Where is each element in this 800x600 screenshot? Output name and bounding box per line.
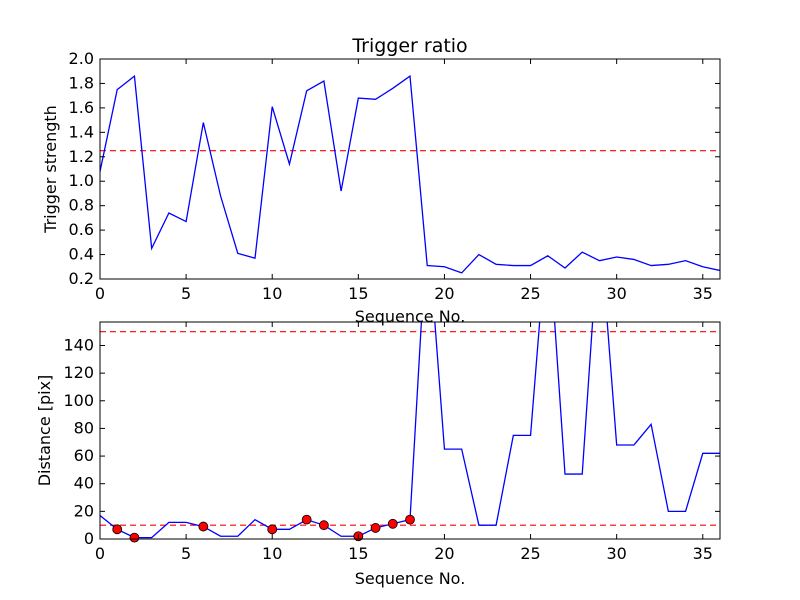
x-tick-label: 35 bbox=[693, 284, 713, 303]
data-point bbox=[318, 520, 329, 531]
axes-frame bbox=[99, 58, 721, 280]
x-tick-label: 5 bbox=[181, 284, 191, 303]
y-tick-label: 40 bbox=[74, 474, 94, 493]
data-point bbox=[301, 514, 312, 525]
x-tick-label: 25 bbox=[520, 284, 540, 303]
chart-title: Trigger ratio bbox=[351, 35, 467, 57]
y-tick-label: 140 bbox=[63, 335, 94, 354]
x-tick-label: 20 bbox=[434, 284, 454, 303]
data-point bbox=[112, 524, 123, 535]
y-axis-label: Trigger strength bbox=[41, 105, 60, 234]
y-tick-label: 100 bbox=[63, 391, 94, 410]
x-tick-label: 0 bbox=[95, 284, 105, 303]
x-tick-label: 15 bbox=[348, 284, 368, 303]
x-tick-label: 0 bbox=[95, 544, 105, 563]
x-tick-label: 30 bbox=[606, 544, 626, 563]
data-point bbox=[387, 518, 398, 529]
trigger-ratio-panel: 0 5 10 15 20 25 30 35 0.2 0.4 0.6 0.8 1.0 1.2 1.4 1.6 1.… bbox=[41, 35, 721, 326]
x-tick-label: 15 bbox=[348, 544, 368, 563]
x-tick-label: 25 bbox=[520, 544, 540, 563]
series-line bbox=[100, 322, 720, 539]
y-tick-label: 120 bbox=[63, 363, 94, 382]
series-line bbox=[100, 74, 720, 274]
distance-panel: 0 5 10 15 20 25 30 35 0 20 40 60 80 100 120 140 Sequence… bbox=[35, 321, 721, 588]
plot-area bbox=[100, 322, 720, 539]
y-tick-label: 1.2 bbox=[69, 147, 94, 166]
y-tick-label: 1.6 bbox=[69, 98, 94, 117]
x-tick-label: 20 bbox=[434, 544, 454, 563]
y-tick-label: 80 bbox=[74, 418, 94, 437]
data-point bbox=[405, 514, 415, 525]
axes-frame bbox=[99, 321, 721, 540]
y-tick-label: 60 bbox=[74, 446, 94, 465]
x-tick-label: 10 bbox=[262, 544, 282, 563]
x-tick-label: 5 bbox=[181, 544, 191, 563]
x-axis-label: Sequence No. bbox=[355, 569, 466, 588]
y-tick-label: 2.0 bbox=[69, 49, 94, 68]
x-tick-label: 30 bbox=[606, 284, 626, 303]
x-tick-label: 10 bbox=[262, 284, 282, 303]
y-tick-label: 20 bbox=[74, 501, 94, 520]
y-axis-label: Distance [pix] bbox=[35, 375, 54, 487]
plot-area bbox=[100, 74, 720, 274]
y-tick-label: 1.8 bbox=[69, 73, 94, 92]
y-tick-label: 1.4 bbox=[69, 122, 94, 141]
y-tick-label: 0.4 bbox=[69, 245, 94, 264]
data-point bbox=[129, 532, 140, 543]
x-axis-label: Sequence No. bbox=[355, 307, 466, 326]
y-tick-label: 0.8 bbox=[69, 196, 94, 215]
y-tick-label: 0.6 bbox=[69, 220, 94, 239]
y-tick-label: 0.2 bbox=[69, 269, 94, 288]
data-point bbox=[198, 521, 209, 532]
data-point bbox=[370, 523, 381, 533]
y-tick-label: 0 bbox=[84, 529, 94, 548]
x-tick-label: 35 bbox=[693, 544, 713, 563]
data-point bbox=[267, 524, 278, 535]
y-tick-label: 1.0 bbox=[69, 171, 94, 190]
